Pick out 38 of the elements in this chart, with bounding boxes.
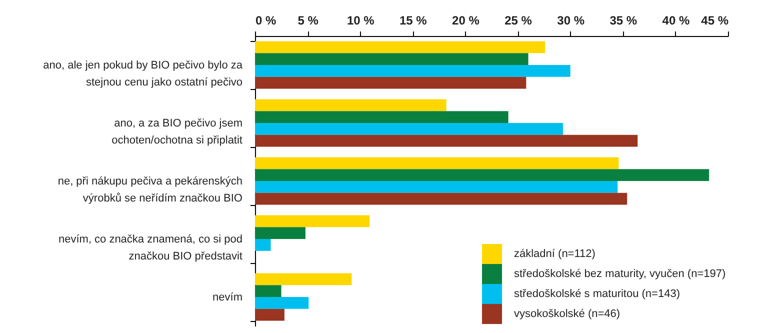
bar <box>255 41 546 54</box>
x-tick-label: 30 % <box>557 14 585 28</box>
legend-label: středoškolské s maturitou (n=143) <box>514 288 680 300</box>
bar <box>255 273 352 286</box>
x-tick-label: 0 % <box>256 14 277 28</box>
x-tick-label: 40 % <box>662 14 690 28</box>
bar <box>255 308 284 321</box>
y-tick-label: ano, ale jen pokud by BIO pečivo bylo za stejnou cenu jako ostatní pečivo <box>43 60 244 88</box>
x-tick-label: 20 % <box>452 14 480 28</box>
legend-label: středoškolské bez maturity, vyučen (n=197) <box>514 268 726 280</box>
bar <box>255 134 638 147</box>
bar <box>255 181 618 193</box>
bar <box>255 192 628 205</box>
x-tick-label: 35 % <box>610 14 638 28</box>
bar <box>255 169 710 181</box>
x-tick-label: 15 % <box>399 14 428 28</box>
bar <box>255 297 309 309</box>
bar <box>255 111 508 123</box>
legend-label: základní (n=112) <box>514 248 596 260</box>
x-tick-label: 45 % <box>701 14 729 28</box>
x-tick-label: 25 % <box>504 14 532 28</box>
bar <box>255 76 526 89</box>
bar <box>255 157 619 170</box>
y-tick-label: ano, a za BIO pečivo jsem ochoten/ochotna si připlatit <box>112 118 242 146</box>
legend-label: vysokoškolské (n=46) <box>514 308 620 320</box>
y-tick-label: nevím, co značka znamená, co si pod značkou BIO představit <box>58 234 242 262</box>
bar <box>255 285 282 297</box>
bar <box>255 239 271 251</box>
y-tick-label: ne, při nákupu pečiva a pekárenských výrobků se neřídím značkou BIO <box>58 176 243 204</box>
x-tick-label: 5 % <box>298 14 319 28</box>
bar <box>255 53 528 65</box>
bar <box>255 227 306 239</box>
y-tick-label: nevím <box>212 292 242 304</box>
x-tick-label: 10 % <box>346 14 375 28</box>
bar <box>255 99 446 112</box>
bar <box>255 65 570 77</box>
bar <box>255 215 370 228</box>
bar <box>255 123 563 135</box>
